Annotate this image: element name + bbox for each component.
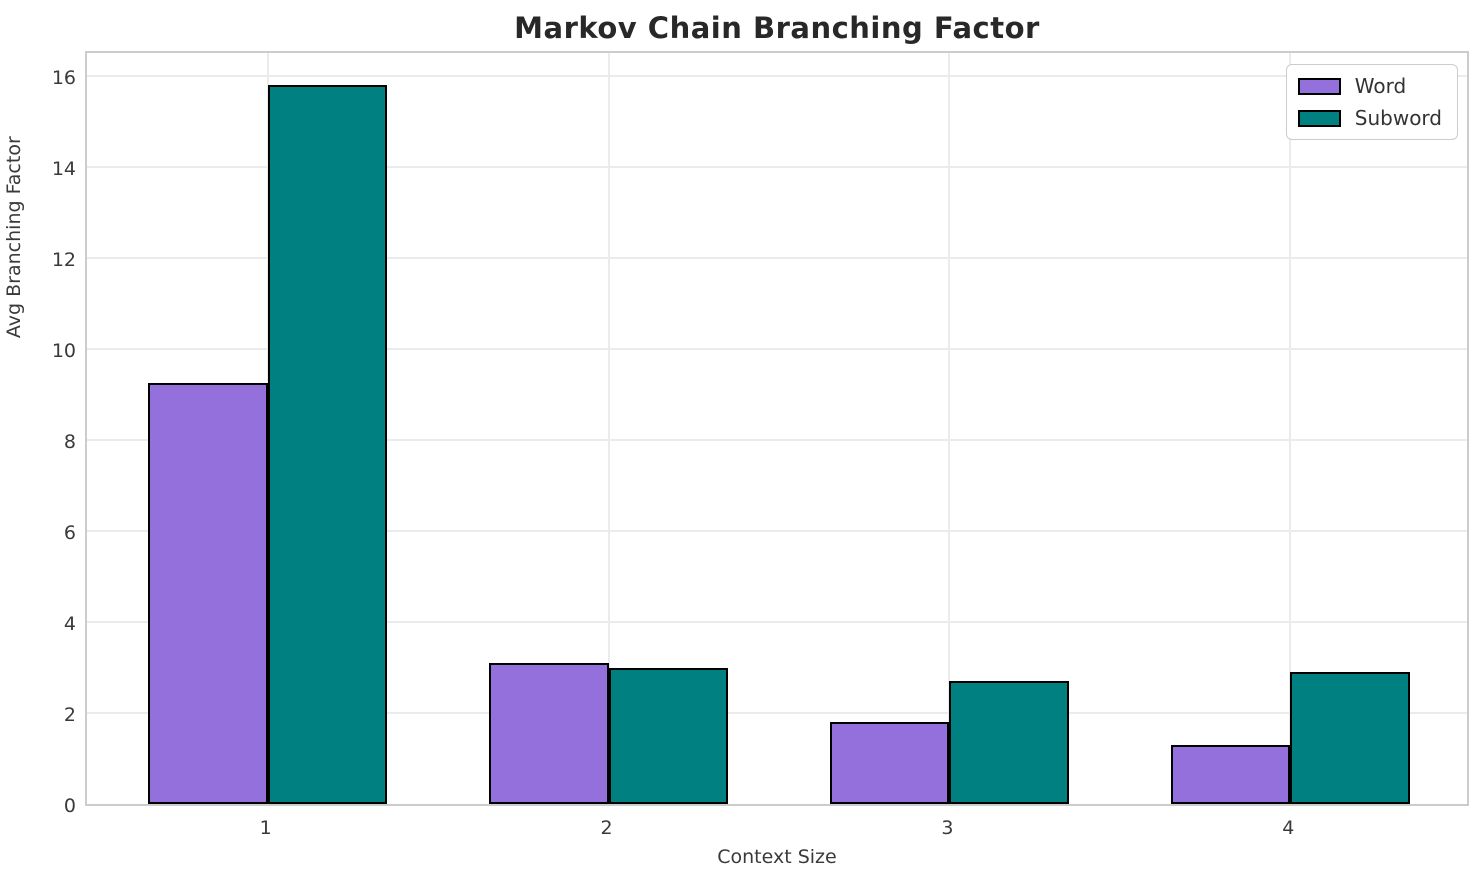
gridline-h-16 — [87, 75, 1467, 78]
legend-swatch-word — [1297, 77, 1341, 95]
gridline-h-14 — [87, 166, 1467, 169]
legend: Word Subword — [1285, 64, 1458, 140]
y-tick-label-16: 16 — [51, 67, 76, 90]
x-tick-label-4: 4 — [1282, 817, 1295, 839]
gridline-v-2 — [607, 53, 610, 804]
gridline-v-3 — [948, 53, 951, 804]
legend-label-word: Word — [1354, 74, 1407, 98]
y-tick-label-10: 10 — [51, 340, 76, 363]
y-axis-label: Avg Branching Factor — [3, 136, 25, 339]
gridline-h-8 — [87, 439, 1467, 442]
y-tick-label-2: 2 — [63, 704, 76, 727]
bar-subword-3 — [949, 681, 1069, 804]
bar-subword-1 — [267, 85, 387, 804]
x-tick-label-1: 1 — [259, 817, 272, 839]
y-tick-label-12: 12 — [51, 249, 76, 272]
x-tick-label-3: 3 — [941, 817, 954, 839]
legend-item-subword: Subword — [1297, 106, 1442, 130]
bar-subword-2 — [608, 667, 728, 804]
y-tick-label-8: 8 — [63, 431, 76, 454]
gridline-h-12 — [87, 257, 1467, 260]
bar-word-2 — [489, 663, 609, 804]
bar-subword-4 — [1290, 672, 1410, 804]
gridline-h-4 — [87, 621, 1467, 624]
x-axis-label: Context Size — [717, 846, 837, 868]
bar-word-1 — [148, 383, 268, 804]
legend-label-subword: Subword — [1354, 106, 1442, 130]
legend-item-word: Word — [1297, 74, 1442, 98]
bar-word-4 — [1171, 744, 1291, 804]
y-tick-label-14: 14 — [51, 158, 76, 181]
y-tick-label-0: 0 — [63, 795, 76, 817]
gridline-v-4 — [1289, 53, 1292, 804]
gridline-h-10 — [87, 348, 1467, 351]
y-tick-label-4: 4 — [63, 613, 76, 636]
gridline-h-2 — [87, 712, 1467, 715]
bar-word-3 — [830, 722, 950, 804]
plot-area: Word Subword — [85, 51, 1469, 806]
chart-title: Markov Chain Branching Factor — [514, 11, 1040, 45]
y-tick-label-6: 6 — [63, 522, 76, 545]
gridline-h-6 — [87, 530, 1467, 533]
legend-swatch-subword — [1297, 109, 1341, 127]
x-tick-label-2: 2 — [600, 817, 613, 839]
